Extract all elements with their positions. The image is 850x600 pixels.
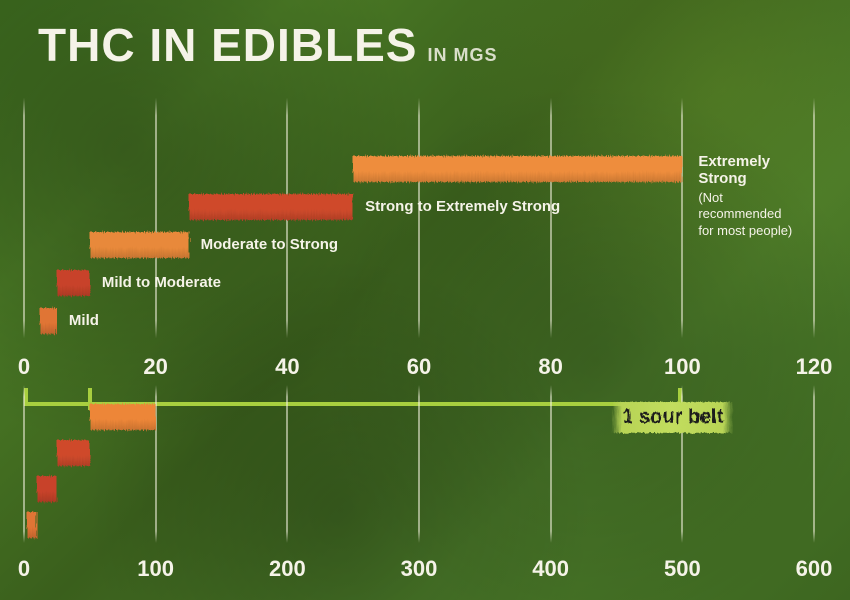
- title-sub: IN MGS: [427, 45, 497, 66]
- gridline: [550, 90, 552, 346]
- bar-sublabel: (Not recommended for most people): [698, 190, 792, 239]
- axis-tick: 0: [18, 354, 30, 380]
- bar-label: Moderate to Strong: [201, 236, 339, 253]
- gridline: [813, 380, 815, 548]
- axis-tick: 100: [137, 556, 174, 582]
- axis-tick: 0: [18, 556, 30, 582]
- axis-tick: 120: [796, 354, 833, 380]
- gridline: [23, 90, 25, 346]
- gridline: [155, 90, 157, 346]
- range-bar: [90, 232, 189, 258]
- axis-tick: 100: [664, 354, 701, 380]
- range-bar: [353, 156, 682, 182]
- range-bar: [40, 308, 56, 334]
- range-bar: [37, 476, 57, 502]
- top-chart: 020406080100120MildMild to ModerateModer…: [0, 90, 850, 320]
- axis-tick: 300: [401, 556, 438, 582]
- gridline: [681, 90, 683, 346]
- callout-label: 1 sour belt: [612, 402, 733, 433]
- title-main: THC IN EDIBLES: [38, 18, 417, 72]
- range-bar: [57, 270, 90, 296]
- range-bar: [57, 440, 90, 466]
- axis-tick: 40: [275, 354, 299, 380]
- axis-tick: 500: [664, 556, 701, 582]
- gridline: [286, 380, 288, 548]
- range-bar: [90, 404, 156, 430]
- axis-tick: 400: [532, 556, 569, 582]
- axis-tick: 200: [269, 556, 306, 582]
- gridline: [23, 380, 25, 548]
- title: THC IN EDIBLES IN MGS: [38, 18, 497, 72]
- bar-label: Mild to Moderate: [102, 274, 221, 291]
- gridline: [550, 380, 552, 548]
- bottom-chart: 0 100 200 300 400 500 600 1 sour belt: [0, 380, 850, 580]
- axis-tick: 60: [407, 354, 431, 380]
- gridline: [418, 90, 420, 346]
- range-bar: [189, 194, 354, 220]
- gridline: [813, 90, 815, 346]
- gridline: [418, 380, 420, 548]
- bar-label: Extremely Strong: [698, 154, 818, 187]
- range-bar: [27, 512, 37, 538]
- bar-label: Strong to Extremely Strong: [365, 198, 560, 215]
- axis-tick: 20: [143, 354, 167, 380]
- axis-tick: 600: [796, 556, 833, 582]
- bar-label: Mild: [69, 312, 99, 329]
- axis-tick: 80: [538, 354, 562, 380]
